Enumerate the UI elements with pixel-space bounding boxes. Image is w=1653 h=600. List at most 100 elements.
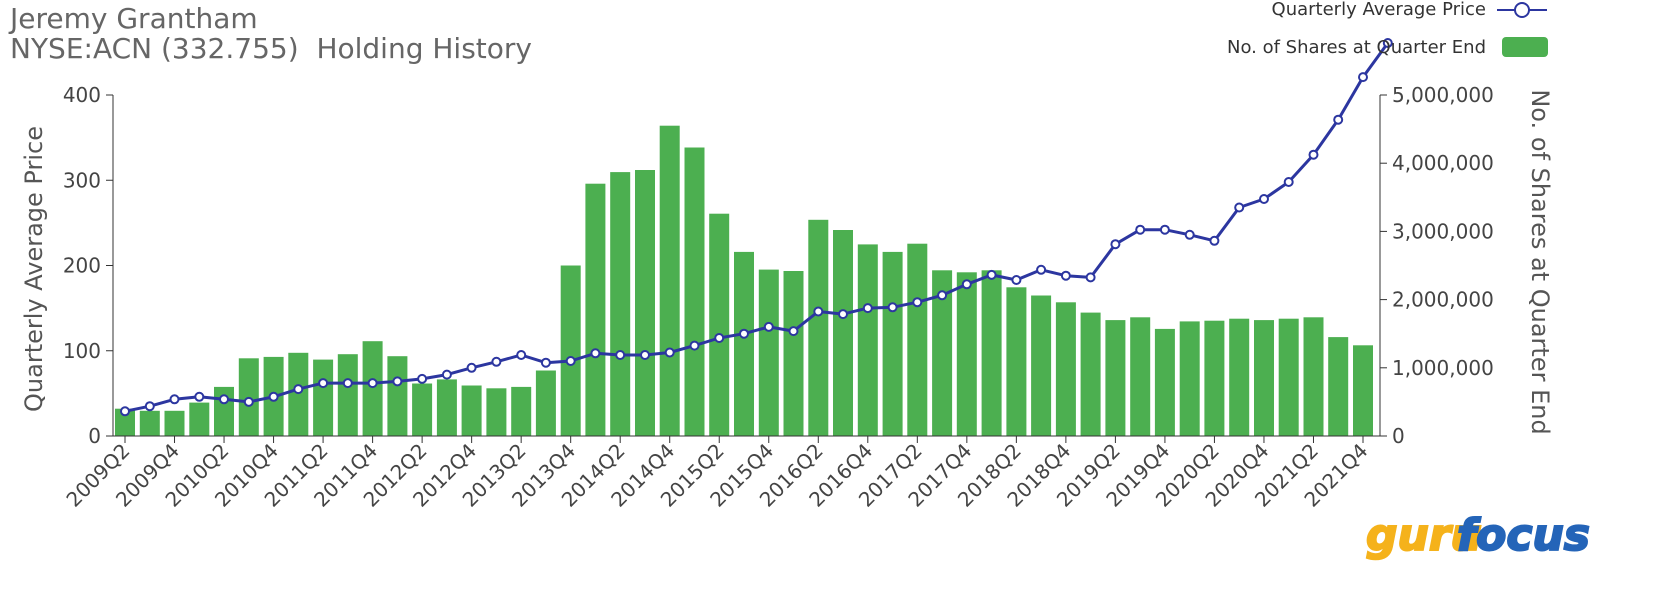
price-point-2014Q1 (590, 348, 601, 359)
price-point-2009Q2 (120, 406, 130, 417)
y-right-tick-label: 1,000,000 (1392, 356, 1494, 380)
price-point-2019Q2 (1110, 239, 1121, 250)
shares-bar-2018Q4 (1055, 302, 1076, 436)
shares-bar-2011Q3 (337, 354, 358, 436)
price-point-2011Q4 (367, 378, 378, 389)
chart-legend: Quarterly Average Price No. of Shares at… (1227, 0, 1548, 58)
y-right-tick-label: 2,000,000 (1392, 288, 1494, 312)
shares-bar-2014Q3 (635, 170, 655, 436)
legend-shares-label: No. of Shares at Quarter End (1227, 37, 1486, 58)
price-point-2018Q3 (1036, 264, 1047, 275)
price-point-2013Q2 (516, 350, 527, 360)
price-point-2021Q2 (1308, 149, 1319, 160)
shares-bar-2016Q2 (808, 219, 829, 436)
price-point-2018Q4 (1060, 270, 1071, 281)
price-point-2012Q1 (392, 376, 403, 387)
price-line-layer (120, 38, 1393, 417)
price-point-2009Q4 (169, 394, 180, 405)
shares-bar-2018Q1 (981, 270, 1002, 436)
price-point-2016Q4 (862, 303, 873, 314)
price-point-2012Q2 (417, 373, 428, 384)
shares-bar-2020Q4 (1254, 320, 1274, 436)
shares-bar-2011Q1 (288, 352, 309, 436)
shares-bar-2013Q2 (511, 386, 532, 436)
y-left-tick-label: 400 (63, 83, 101, 107)
bars-layer (115, 125, 1373, 436)
price-point-2015Q1 (689, 340, 700, 351)
logo-focus-text: focus (1457, 510, 1590, 561)
legend-price-marker (1514, 2, 1530, 18)
price-point-2020Q3 (1234, 202, 1245, 213)
price-point-2014Q2 (615, 350, 626, 360)
price-point-2018Q1 (986, 269, 997, 280)
price-point-2013Q3 (540, 357, 551, 368)
price-point-2011Q2 (318, 378, 329, 389)
y-right-tick-label: 5,000,000 (1392, 83, 1494, 107)
shares-bar-2020Q3 (1229, 318, 1250, 436)
shares-bar-2021Q4 (1353, 345, 1373, 436)
shares-bar-2018Q2 (1006, 287, 1027, 436)
price-point-2020Q2 (1209, 235, 1220, 246)
shares-bar-2012Q3 (436, 379, 457, 436)
price-point-2021Q4 (1358, 72, 1368, 83)
price-point-2022Q1 (1382, 38, 1393, 48)
price-point-2016Q3 (838, 309, 848, 320)
price-point-2010Q4 (268, 391, 279, 402)
y-right-tick-label: 3,000,000 (1392, 219, 1494, 243)
shares-bar-2017Q3 (932, 270, 953, 436)
shares-bar-2017Q1 (882, 251, 903, 436)
shares-bar-2020Q2 (1204, 320, 1225, 436)
shares-bar-2021Q3 (1328, 337, 1349, 436)
price-point-2017Q3 (937, 290, 948, 301)
legend-price-label: Quarterly Average Price (1272, 0, 1486, 20)
y-left-tick-label: 0 (88, 424, 101, 448)
price-point-2014Q3 (640, 350, 650, 360)
price-point-2009Q3 (144, 401, 155, 412)
shares-bar-2014Q1 (585, 183, 606, 436)
price-point-2017Q2 (912, 297, 923, 308)
shares-bar-2013Q1 (486, 388, 507, 436)
price-point-2016Q2 (813, 306, 824, 317)
chart-title-holding: NYSE:ACN (332.755) Holding History (10, 32, 532, 65)
shares-bar-2019Q1 (1080, 312, 1101, 436)
price-point-2015Q4 (763, 321, 774, 332)
shares-bar-2015Q4 (758, 269, 779, 436)
shares-bar-2021Q1 (1278, 318, 1299, 436)
price-point-2013Q4 (565, 356, 576, 366)
price-point-2019Q4 (1159, 224, 1170, 235)
price-point-2015Q3 (739, 328, 749, 339)
price-line (124, 42, 1390, 413)
shares-bar-2011Q2 (313, 359, 334, 436)
shares-bar-2014Q4 (659, 125, 680, 436)
price-point-2018Q2 (1011, 275, 1022, 285)
price-point-2017Q4 (961, 279, 972, 290)
shares-bar-2015Q3 (734, 251, 754, 436)
shares-bar-2009Q2 (115, 408, 135, 436)
y-right-tick-label: 4,000,000 (1392, 151, 1494, 175)
shares-bar-2016Q1 (783, 271, 804, 436)
price-point-2017Q1 (887, 302, 898, 313)
price-point-2020Q1 (1184, 229, 1195, 240)
shares-bar-2012Q1 (387, 356, 408, 436)
shares-bar-2016Q4 (857, 244, 878, 436)
price-point-2020Q4 (1259, 194, 1269, 204)
price-point-2012Q4 (466, 362, 477, 373)
y-right-tick-label: 0 (1392, 424, 1405, 448)
price-point-2011Q3 (342, 378, 353, 389)
shares-bar-2013Q3 (535, 370, 556, 436)
shares-bar-2018Q3 (1031, 295, 1052, 436)
shares-bar-2014Q2 (610, 172, 631, 436)
shares-bar-2017Q2 (907, 243, 928, 436)
legend-shares-swatch (1502, 37, 1548, 57)
shares-bar-2019Q4 (1154, 328, 1175, 436)
price-point-2019Q3 (1135, 224, 1146, 235)
shares-bar-2009Q3 (139, 410, 160, 436)
shares-bar-2010Q1 (189, 402, 210, 436)
shares-bar-2017Q4 (956, 272, 977, 436)
gurufocus-logo: guru focus (1365, 509, 1591, 562)
y-left-tick-label: 100 (63, 339, 101, 363)
price-point-2021Q1 (1283, 177, 1294, 187)
shares-bar-2013Q4 (560, 265, 581, 436)
price-point-2015Q2 (714, 333, 725, 343)
